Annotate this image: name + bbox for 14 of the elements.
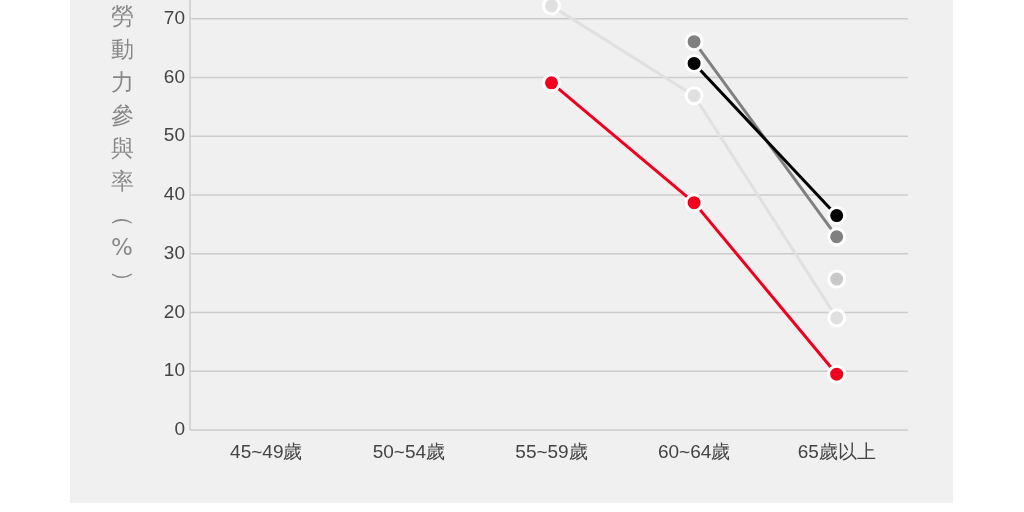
- x-tick-label: 45~49歲: [230, 441, 303, 462]
- y-axis-title: 勞動力參與率（%）: [110, 2, 137, 293]
- y-tick-label: 70: [163, 6, 185, 28]
- x-tick-label: 65歲以上: [797, 441, 876, 462]
- y-tick-label: 40: [163, 183, 185, 205]
- y-tick-label: 50: [163, 124, 185, 146]
- x-tick-label: 55~59歲: [515, 441, 588, 462]
- y-tick-label: 0: [174, 418, 185, 439]
- y-tick-label: 60: [163, 65, 185, 87]
- y-tick-label: 30: [163, 241, 185, 263]
- x-tick-label: 60~64歲: [657, 441, 731, 462]
- x-tick-label: 50~54歲: [372, 441, 446, 462]
- y-tick-label: 10: [163, 359, 185, 381]
- y-tick-label: 20: [163, 300, 185, 322]
